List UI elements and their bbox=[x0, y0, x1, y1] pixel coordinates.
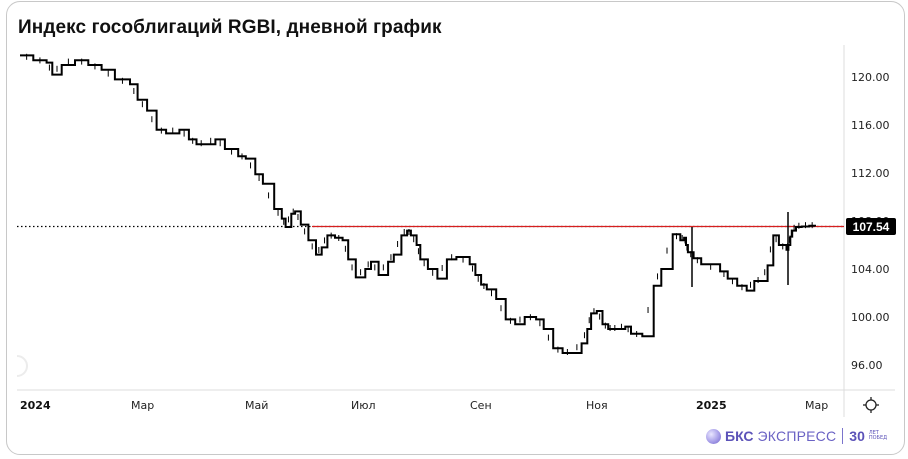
price-tick-label: 104.00 bbox=[851, 263, 890, 276]
brand-badge-text: ЛЕТ ПОБЕД bbox=[868, 430, 888, 441]
time-tick-label: 2025 bbox=[696, 399, 727, 412]
time-tick-label: Сен bbox=[470, 399, 492, 412]
time-tick-label: Мар bbox=[131, 399, 154, 412]
bks-express-logo: БКС ЭКСПРЕСС 30 ЛЕТ ПОБЕД bbox=[706, 426, 887, 446]
chart-settings-button[interactable] bbox=[861, 396, 881, 414]
time-tick-label: Мар bbox=[805, 399, 828, 412]
time-axis[interactable]: 2024 Мар Май Июл Сен Ноя 2025 Мар bbox=[20, 399, 828, 412]
time-tick-label: 2024 bbox=[20, 399, 51, 412]
chart-card bbox=[6, 1, 905, 455]
svg-text:107.54: 107.54 bbox=[853, 220, 890, 234]
price-tick-label: 100.00 bbox=[851, 311, 890, 324]
brand-badge-number: 30 bbox=[849, 428, 865, 444]
time-tick-label: Ноя bbox=[586, 399, 608, 412]
gear-icon bbox=[863, 397, 879, 413]
time-tick-label: Июл bbox=[351, 399, 376, 412]
price-tick-label: 112.00 bbox=[851, 167, 890, 180]
last-price-badge: 107.54 bbox=[846, 218, 896, 236]
price-tick-label: 120.00 bbox=[851, 71, 890, 84]
bks-logo-icon bbox=[706, 428, 721, 444]
time-tick-label: Май bbox=[245, 399, 268, 412]
chart-title: Индекс гособлигаций RGBI, дневной график bbox=[18, 17, 442, 38]
brand-name: ЭКСПРЕСС bbox=[757, 428, 837, 444]
brand-name-bold: БКС bbox=[725, 428, 754, 444]
price-tick-label: 116.00 bbox=[851, 119, 890, 132]
brand-separator bbox=[842, 428, 844, 444]
watermark-arc bbox=[16, 355, 28, 377]
price-tick-label: 96.00 bbox=[851, 359, 883, 372]
price-line bbox=[20, 54, 816, 354]
price-series bbox=[20, 53, 816, 355]
